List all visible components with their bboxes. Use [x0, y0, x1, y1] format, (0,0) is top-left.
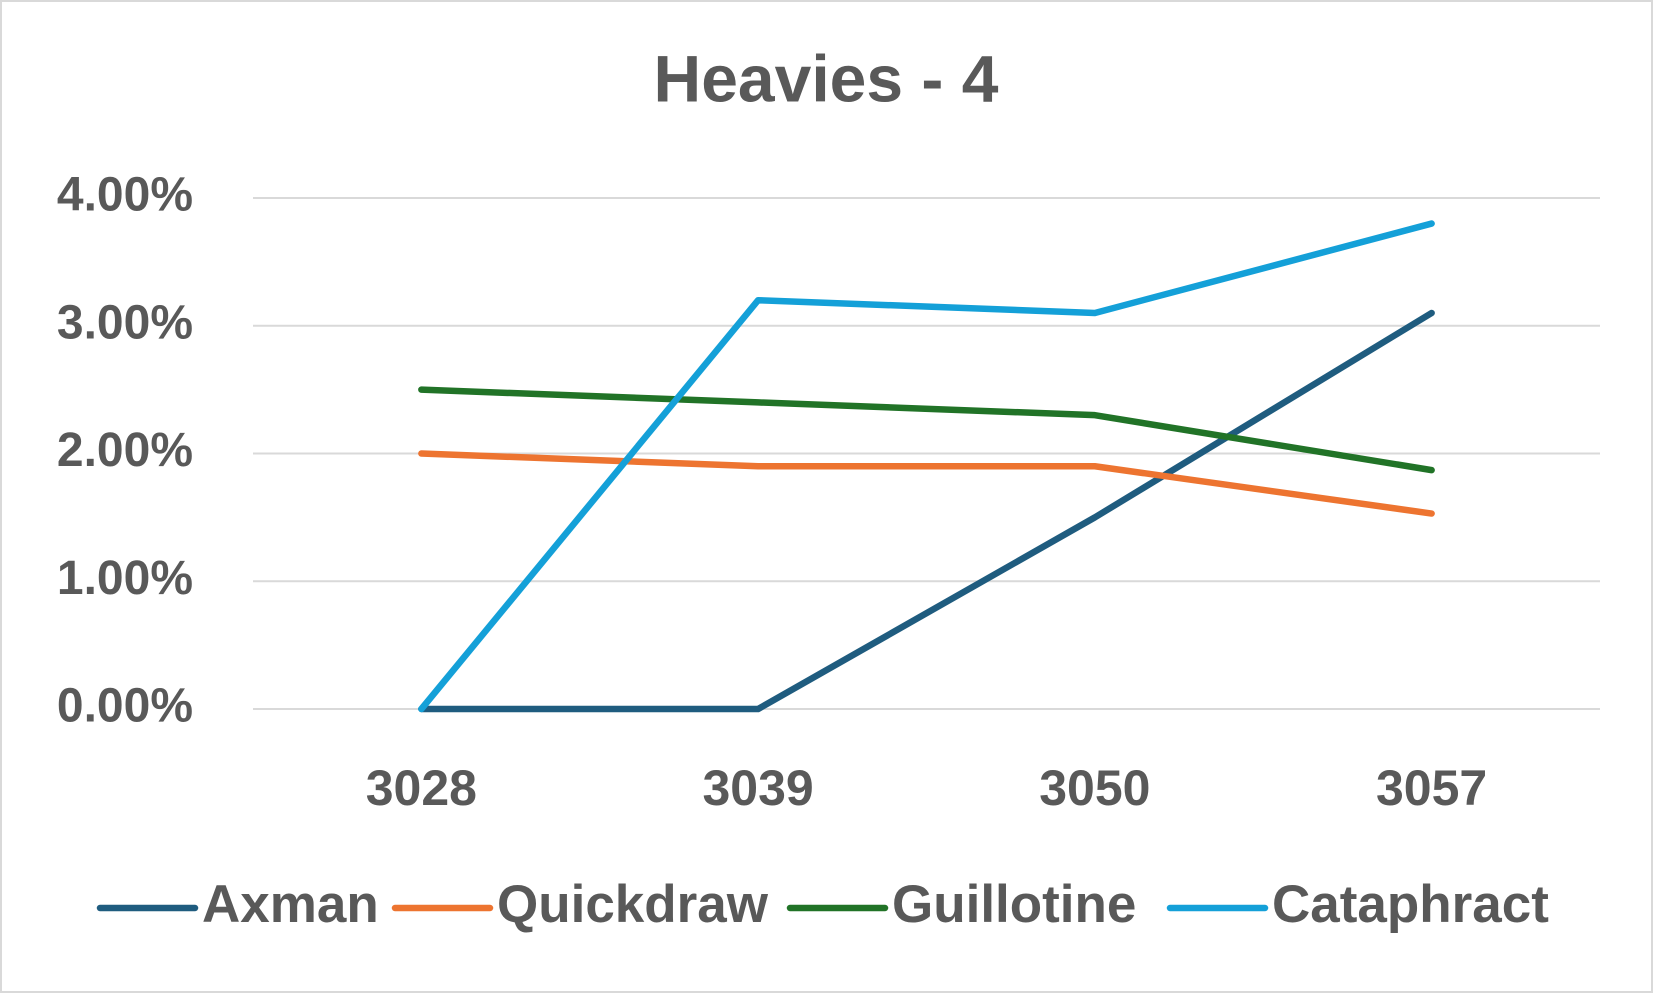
chart-title: Heavies - 4	[654, 41, 999, 115]
series-line	[418, 220, 1435, 713]
y-tick-label: 2.00%	[57, 424, 193, 477]
y-tick-label: 4.00%	[57, 169, 193, 222]
x-tick-label: 3057	[1376, 760, 1487, 816]
series-line	[418, 386, 1435, 474]
legend-label: Axman	[202, 875, 379, 934]
legend-label: Cataphract	[1272, 875, 1549, 934]
x-tick-label: 3039	[703, 760, 814, 816]
legend-label: Quickdraw	[497, 875, 769, 934]
x-tick-label: 3050	[1039, 760, 1150, 816]
y-tick-label: 1.00%	[57, 552, 193, 605]
series-line	[418, 450, 1435, 517]
x-tick-label: 3028	[366, 760, 477, 816]
legend-label: Guillotine	[892, 875, 1136, 934]
y-tick-label: 3.00%	[57, 296, 193, 349]
y-tick-label: 0.00%	[57, 680, 193, 733]
series-line	[418, 309, 1435, 713]
